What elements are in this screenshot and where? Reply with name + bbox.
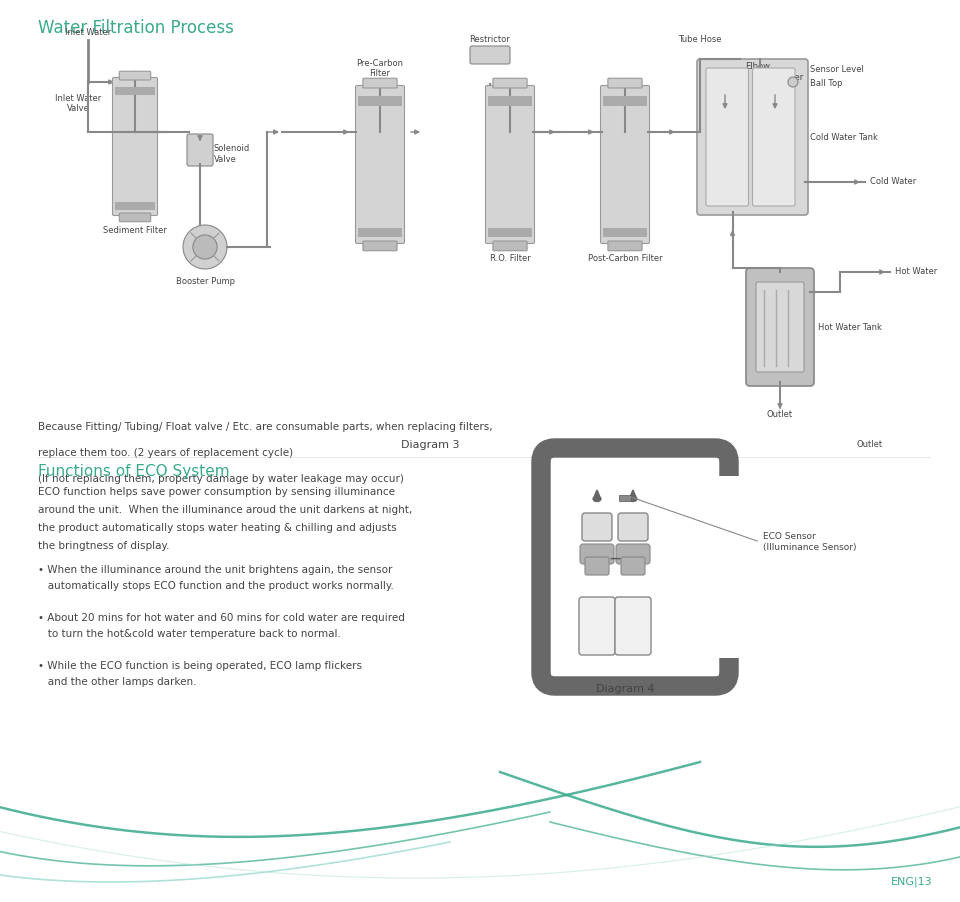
FancyBboxPatch shape bbox=[615, 597, 651, 655]
FancyBboxPatch shape bbox=[119, 71, 151, 80]
FancyBboxPatch shape bbox=[541, 448, 729, 686]
FancyBboxPatch shape bbox=[119, 213, 151, 222]
FancyBboxPatch shape bbox=[579, 597, 615, 655]
FancyBboxPatch shape bbox=[580, 544, 614, 564]
Text: and the other lamps darken.: and the other lamps darken. bbox=[38, 677, 197, 687]
Bar bbox=[603, 97, 647, 106]
Circle shape bbox=[788, 77, 798, 87]
Bar bbox=[488, 97, 532, 106]
Polygon shape bbox=[629, 490, 636, 499]
Text: R.O. Filter: R.O. Filter bbox=[490, 254, 530, 263]
FancyBboxPatch shape bbox=[492, 241, 527, 251]
Bar bbox=[713, 476, 743, 658]
FancyBboxPatch shape bbox=[621, 557, 645, 575]
Text: • About 20 mins for hot water and 60 mins for cold water are required: • About 20 mins for hot water and 60 min… bbox=[38, 613, 405, 623]
FancyBboxPatch shape bbox=[608, 241, 642, 251]
Text: Water Filtration Process: Water Filtration Process bbox=[38, 19, 234, 37]
Text: automatically stops ECO function and the product works normally.: automatically stops ECO function and the… bbox=[38, 581, 394, 591]
FancyBboxPatch shape bbox=[746, 268, 814, 386]
Circle shape bbox=[183, 225, 227, 269]
Text: ECO function helps save power consumption by sensing illuminance: ECO function helps save power consumptio… bbox=[38, 487, 395, 497]
Ellipse shape bbox=[629, 496, 636, 502]
Text: Solenoid
Valve: Solenoid Valve bbox=[214, 144, 251, 163]
FancyBboxPatch shape bbox=[601, 86, 650, 244]
Text: Outlet: Outlet bbox=[767, 410, 793, 419]
FancyBboxPatch shape bbox=[363, 78, 397, 88]
Text: Booster Pump: Booster Pump bbox=[176, 277, 234, 286]
FancyBboxPatch shape bbox=[618, 513, 648, 541]
Text: Post-Carbon Filter: Post-Carbon Filter bbox=[588, 254, 662, 263]
Bar bbox=[115, 202, 155, 210]
Text: the bringtness of display.: the bringtness of display. bbox=[38, 541, 170, 551]
FancyBboxPatch shape bbox=[582, 513, 612, 541]
Text: replace them too. (2 years of replacement cycle): replace them too. (2 years of replacemen… bbox=[38, 448, 293, 458]
Bar bbox=[115, 87, 155, 96]
Text: Sensor Level: Sensor Level bbox=[810, 66, 864, 75]
Text: ECO Sensor
(Illuminance Sensor): ECO Sensor (Illuminance Sensor) bbox=[763, 532, 856, 552]
Text: Cold Water: Cold Water bbox=[870, 178, 916, 187]
Text: Ball Top: Ball Top bbox=[810, 79, 843, 88]
Text: around the unit.  When the illuminance aroud the unit darkens at night,: around the unit. When the illuminance ar… bbox=[38, 505, 412, 515]
FancyBboxPatch shape bbox=[697, 59, 808, 215]
Text: • While the ECO function is being operated, ECO lamp flickers: • While the ECO function is being operat… bbox=[38, 661, 362, 671]
Text: Outlet: Outlet bbox=[857, 440, 883, 449]
Text: (If not replacing them, property damage by water leakage may occur): (If not replacing them, property damage … bbox=[38, 474, 404, 484]
FancyBboxPatch shape bbox=[355, 86, 404, 244]
Text: • When the illuminance around the unit brightens again, the sensor: • When the illuminance around the unit b… bbox=[38, 565, 393, 575]
Text: ENG|13: ENG|13 bbox=[890, 877, 932, 887]
Bar bbox=[619, 495, 631, 501]
FancyBboxPatch shape bbox=[608, 78, 642, 88]
Text: Inlet Water
Valve: Inlet Water Valve bbox=[55, 94, 101, 114]
FancyBboxPatch shape bbox=[187, 134, 213, 166]
Text: Functions of ECO System: Functions of ECO System bbox=[38, 464, 229, 479]
Text: Tube Hose: Tube Hose bbox=[679, 35, 722, 44]
FancyBboxPatch shape bbox=[486, 86, 535, 244]
Text: Because Fitting/ Tubing/ Float valve / Etc. are consumable parts, when replacing: Because Fitting/ Tubing/ Float valve / E… bbox=[38, 422, 492, 432]
Text: Diagram 3: Diagram 3 bbox=[400, 440, 459, 450]
Bar bbox=[603, 228, 647, 237]
FancyBboxPatch shape bbox=[756, 282, 804, 372]
FancyBboxPatch shape bbox=[363, 241, 397, 251]
FancyBboxPatch shape bbox=[567, 474, 703, 660]
Text: Inlet Water: Inlet Water bbox=[65, 28, 111, 37]
FancyBboxPatch shape bbox=[753, 68, 795, 206]
Circle shape bbox=[193, 235, 217, 259]
Bar bbox=[358, 97, 402, 106]
FancyBboxPatch shape bbox=[706, 68, 749, 206]
Text: —: — bbox=[610, 554, 620, 564]
Text: Restrictor: Restrictor bbox=[469, 35, 511, 44]
Polygon shape bbox=[593, 490, 601, 499]
Text: Hot Water: Hot Water bbox=[895, 268, 937, 277]
Text: Air Filter: Air Filter bbox=[768, 72, 804, 81]
Text: Hot Water Tank: Hot Water Tank bbox=[818, 323, 882, 332]
Text: Cold Water Tank: Cold Water Tank bbox=[810, 133, 877, 142]
Ellipse shape bbox=[593, 496, 601, 502]
FancyBboxPatch shape bbox=[112, 78, 157, 216]
Bar bbox=[358, 228, 402, 237]
FancyBboxPatch shape bbox=[616, 544, 650, 564]
Text: Elbow: Elbow bbox=[745, 62, 770, 71]
Text: the product automatically stops water heating & chilling and adjusts: the product automatically stops water he… bbox=[38, 523, 396, 533]
FancyBboxPatch shape bbox=[470, 46, 510, 64]
Text: to turn the hot&cold water temperature back to normal.: to turn the hot&cold water temperature b… bbox=[38, 629, 341, 639]
Bar bbox=[488, 228, 532, 237]
Text: Pre-Carbon
Filter: Pre-Carbon Filter bbox=[356, 59, 403, 78]
FancyBboxPatch shape bbox=[585, 557, 609, 575]
Text: Diagram 4: Diagram 4 bbox=[596, 684, 655, 694]
FancyBboxPatch shape bbox=[492, 78, 527, 88]
Text: Sediment Filter: Sediment Filter bbox=[103, 226, 167, 235]
